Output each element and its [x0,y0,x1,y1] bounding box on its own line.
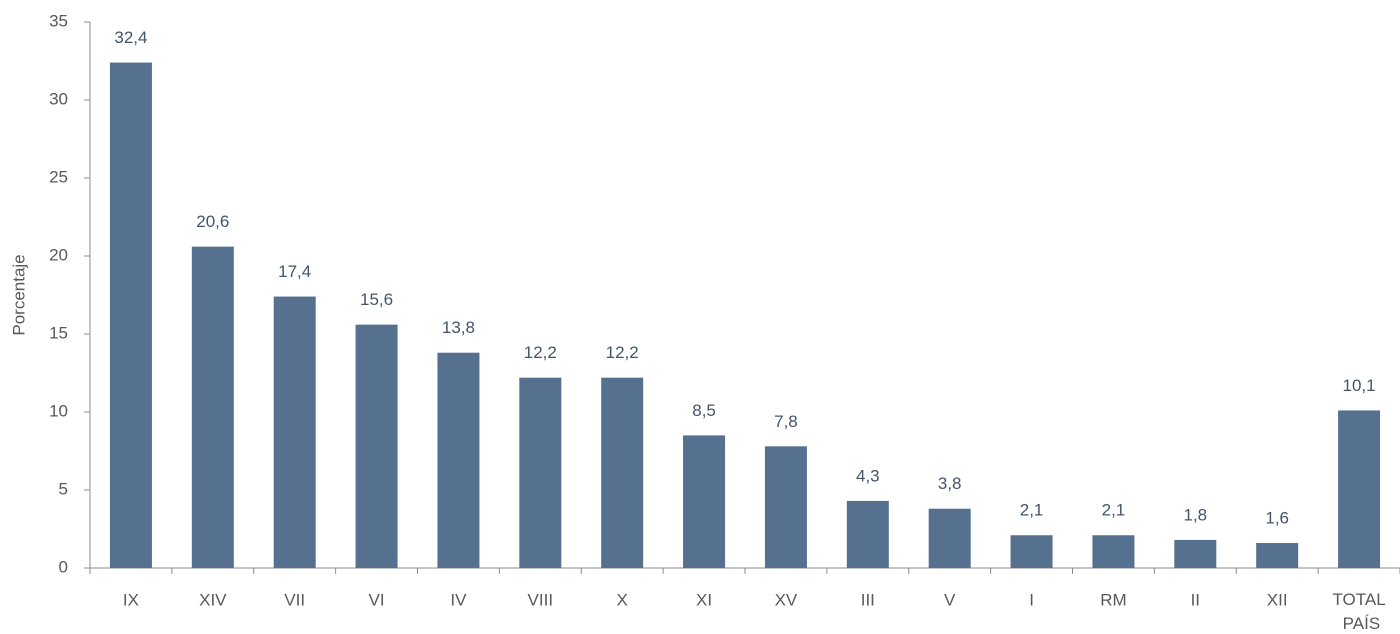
data-label: 13,8 [442,318,475,337]
x-tick-label: IX [123,590,139,609]
x-tick-label: X [617,590,628,609]
bar [1092,535,1135,568]
bar [355,324,398,568]
data-label: 1,8 [1183,505,1207,524]
x-tick-label: VI [369,590,385,609]
y-tick-label: 30 [49,89,68,108]
y-tick-label: 25 [49,167,68,186]
bar [846,500,889,568]
data-label: 20,6 [196,212,229,231]
y-tick-label: 0 [59,557,68,576]
data-label: 4,3 [856,466,880,485]
x-tick-label: VII [284,590,305,609]
x-tick-label: I [1029,590,1034,609]
data-label: 3,8 [938,474,962,493]
data-label: 10,1 [1343,376,1376,395]
bar [191,246,234,568]
bar [519,377,562,568]
data-label: 12,2 [606,343,639,362]
x-tick-label: II [1191,590,1200,609]
bar [601,377,644,568]
data-label: 32,4 [114,28,147,47]
y-axis-label: Porcentaje [9,254,28,335]
bar [273,296,316,568]
bar [1256,543,1299,568]
bar [928,508,971,568]
data-label: 15,6 [360,290,393,309]
y-tick-label: 35 [49,11,68,30]
bar [1010,535,1053,568]
bar [1174,539,1217,568]
x-tick-label: VIII [528,590,554,609]
data-label: 17,4 [278,262,311,281]
bar [437,352,480,568]
y-tick-label: 5 [59,479,68,498]
data-label: 7,8 [774,412,798,431]
data-label: 12,2 [524,343,557,362]
data-label: 2,1 [1020,501,1044,520]
x-tick-label: XV [775,590,798,609]
x-tick-label: IV [450,590,467,609]
bar [683,435,726,568]
x-tick-label: III [861,590,875,609]
x-tick-label: XI [696,590,712,609]
bar [109,62,152,569]
x-tick-label: RM [1100,590,1126,609]
y-tick-label: 20 [49,245,68,264]
y-tick-label: 10 [49,401,68,420]
x-tick-label: XII [1267,590,1288,609]
bar [1338,410,1381,568]
data-label: 8,5 [692,401,716,420]
x-tick-label: XIV [199,590,227,609]
y-tick-label: 15 [49,323,68,342]
x-tick-label: V [944,590,956,609]
data-label: 2,1 [1102,501,1126,520]
x-tick-label: TOTAL PAÍS [1332,590,1385,633]
bar [764,446,807,568]
data-label: 1,6 [1265,509,1289,528]
